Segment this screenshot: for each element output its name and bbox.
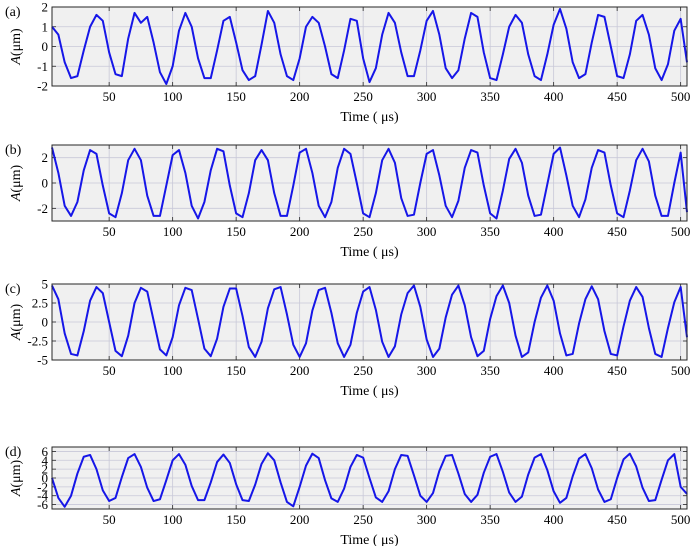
y-tick-label: 0 — [42, 176, 49, 191]
chart-panel-2: 50 100 150 200 250 300 350 400 450 500 -5 -2.5 0 2.5 5… — [5, 277, 690, 400]
x-tick-label: 500 — [671, 224, 691, 239]
series-line — [51, 7, 688, 86]
y-tick-label: 0 — [42, 39, 49, 54]
chart-panel-1: 50 100 150 200 250 300 350 400 450 500 -2 0 2 Time ( … — [5, 143, 690, 260]
x-tick-label: 350 — [480, 512, 500, 527]
x-tick-label: 300 — [417, 363, 437, 378]
panel-label: (d) — [5, 445, 22, 460]
x-tick-label: 50 — [103, 363, 116, 378]
y-tick-label: 2 — [42, 0, 49, 15]
x-axis-label: Time ( μs) — [340, 384, 399, 399]
y-tick-label: -1 — [37, 59, 48, 74]
x-tick-label: 200 — [290, 363, 310, 378]
y-axis-label-symbol: A — [9, 487, 24, 497]
x-axis-label: Time ( μs) — [340, 245, 399, 260]
x-tick-label: 250 — [353, 89, 373, 104]
axes-frame — [51, 144, 688, 222]
x-tick-label: 400 — [544, 512, 564, 527]
panel-label: (c) — [5, 282, 21, 297]
x-tick-label: 150 — [226, 224, 246, 239]
x-tick-label: 400 — [544, 224, 564, 239]
x-tick-label: 450 — [607, 224, 627, 239]
axes-frame — [51, 283, 688, 361]
y-tick-label: 2 — [42, 150, 49, 165]
y-axis-label-symbol: A — [9, 192, 24, 202]
y-tick-label: -2 — [37, 479, 48, 494]
x-tick-label: 500 — [671, 89, 691, 104]
x-tick-label: 300 — [417, 224, 437, 239]
x-tick-label: 450 — [607, 89, 627, 104]
y-tick-label: -4 — [37, 488, 48, 503]
y-tick-label: 4 — [42, 453, 49, 468]
x-tick-label: 200 — [290, 224, 310, 239]
y-tick-label: -6 — [37, 497, 48, 512]
x-axis-label: Time ( μs) — [340, 110, 399, 125]
x-tick-label: 100 — [163, 512, 183, 527]
y-tick-label: 0 — [42, 471, 49, 486]
x-tick-label: 300 — [417, 89, 437, 104]
chart-panel-0: 50 100 150 200 250 300 350 400 450 500 -2 -1 0 1 2 Time… — [5, 0, 690, 125]
y-tick-label: 0 — [42, 315, 49, 330]
x-tick-label: 500 — [671, 363, 691, 378]
x-tick-label: 450 — [607, 363, 627, 378]
series-line — [51, 284, 688, 358]
x-tick-label: 400 — [544, 89, 564, 104]
y-axis-label: A(μm) — [9, 28, 24, 66]
x-tick-label: 200 — [290, 512, 310, 527]
axes-frame — [51, 6, 688, 87]
x-tick-label: 350 — [480, 89, 500, 104]
series-line — [51, 146, 688, 220]
x-tick-label: 250 — [353, 363, 373, 378]
x-tick-label: 50 — [103, 512, 116, 527]
y-axis-label-symbol: A — [9, 56, 24, 66]
y-tick-label: 5 — [42, 277, 49, 292]
x-tick-label: 150 — [226, 512, 246, 527]
x-tick-label: 100 — [163, 224, 183, 239]
y-axis-label-unit: (μm) — [9, 304, 24, 332]
x-tick-label: 350 — [480, 363, 500, 378]
y-axis-label: A(μm) — [9, 165, 24, 203]
x-tick-label: 150 — [226, 89, 246, 104]
panel-label: (b) — [5, 143, 22, 158]
y-axis-label-symbol: A — [9, 331, 24, 341]
y-tick-label: 6 — [42, 444, 49, 459]
y-tick-label: -2.5 — [27, 334, 48, 349]
y-tick-label: 2.5 — [32, 296, 48, 311]
x-axis-label: Time ( μs) — [340, 533, 399, 546]
x-tick-label: 350 — [480, 224, 500, 239]
x-tick-label: 250 — [353, 224, 373, 239]
x-tick-label: 400 — [544, 363, 564, 378]
y-tick-label: -2 — [37, 201, 48, 216]
y-axis-label: A(μm) — [9, 460, 24, 498]
y-axis-label-unit: (μm) — [9, 460, 24, 488]
x-tick-label: 100 — [163, 363, 183, 378]
x-tick-label: 500 — [671, 512, 691, 527]
axes-frame — [51, 446, 688, 510]
series-line — [51, 452, 688, 508]
x-tick-label: 200 — [290, 89, 310, 104]
x-tick-label: 100 — [163, 89, 183, 104]
y-axis-label: A(μm) — [9, 304, 24, 342]
x-tick-label: 250 — [353, 512, 373, 527]
y-tick-label: 2 — [42, 462, 49, 477]
x-tick-label: 150 — [226, 363, 246, 378]
x-tick-label: 300 — [417, 512, 437, 527]
x-tick-label: 450 — [607, 512, 627, 527]
y-tick-label: -5 — [37, 353, 48, 368]
y-axis-label-unit: (μm) — [9, 28, 24, 56]
y-tick-label: 1 — [42, 19, 49, 34]
panel-label: (a) — [5, 5, 21, 20]
y-axis-label-unit: (μm) — [9, 165, 24, 193]
x-tick-label: 50 — [103, 224, 116, 239]
x-tick-label: 50 — [103, 89, 116, 104]
y-tick-label: -2 — [37, 79, 48, 94]
